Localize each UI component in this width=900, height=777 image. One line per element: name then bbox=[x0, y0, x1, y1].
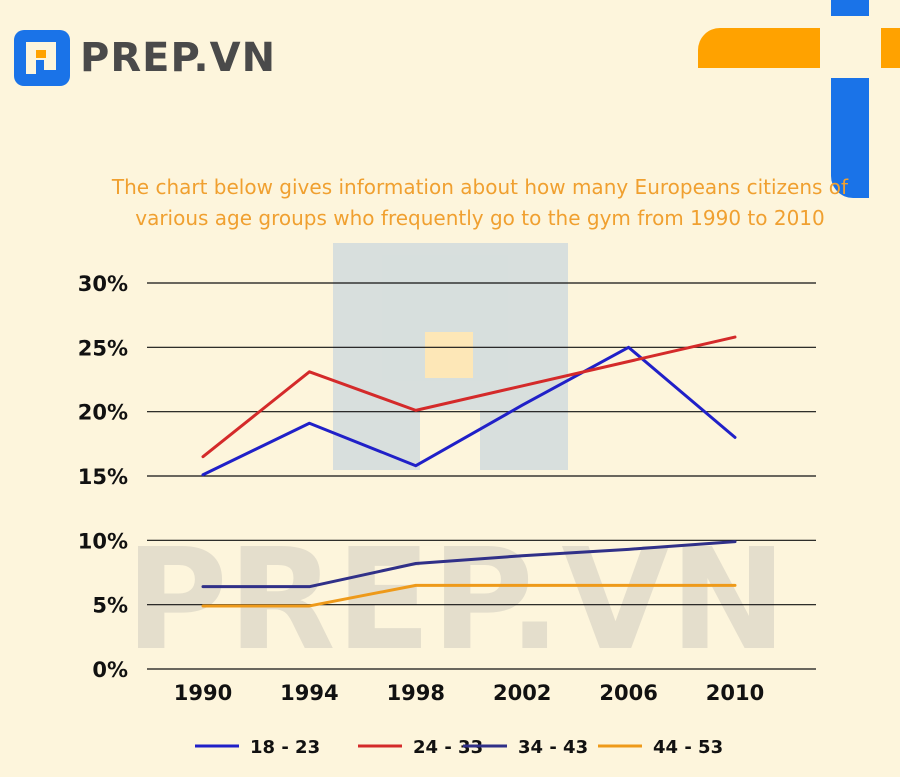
y-tick-label: 5% bbox=[92, 594, 128, 618]
y-axis-ticks: 0% 5% 10% 15% 20% 25% 30% bbox=[78, 272, 128, 682]
y-tick-label: 0% bbox=[92, 658, 128, 682]
decor-blue-bar bbox=[831, 78, 869, 198]
series-lines bbox=[201, 335, 737, 608]
y-tick-label: 30% bbox=[78, 272, 128, 296]
legend: 18 - 23 24 - 33 34 - 43 44 - 53 bbox=[195, 737, 723, 758]
series-line bbox=[201, 583, 737, 608]
series-line bbox=[201, 345, 737, 477]
legend-label: 18 - 23 bbox=[250, 737, 320, 758]
watermark-logo-icon bbox=[333, 243, 568, 470]
x-tick-label: 2010 bbox=[706, 681, 764, 705]
y-tick-label: 20% bbox=[78, 401, 128, 425]
x-axis-ticks: 1990 1994 1998 2002 2006 2010 bbox=[174, 681, 764, 705]
decor-orange-square bbox=[881, 28, 900, 68]
logo-text: PREP.VN bbox=[80, 35, 277, 81]
x-tick-label: 2006 bbox=[599, 681, 657, 705]
chart-title: The chart below gives information about … bbox=[111, 175, 849, 230]
y-tick-label: 25% bbox=[78, 336, 128, 360]
legend-label: 24 - 33 bbox=[413, 737, 483, 758]
x-tick-label: 1990 bbox=[174, 681, 232, 705]
legend-label: 44 - 53 bbox=[653, 737, 723, 758]
y-tick-label: 10% bbox=[78, 529, 128, 553]
x-tick-label: 2002 bbox=[493, 681, 551, 705]
x-tick-label: 1994 bbox=[280, 681, 338, 705]
x-tick-label: 1998 bbox=[387, 681, 445, 705]
series-line bbox=[201, 335, 737, 459]
y-tick-label: 15% bbox=[78, 465, 128, 489]
legend-label: 34 - 43 bbox=[518, 737, 588, 758]
series-line bbox=[201, 540, 737, 589]
decor-blue-block bbox=[831, 0, 869, 16]
watermark-text: PREP.VN bbox=[125, 519, 787, 682]
prep-logo-icon bbox=[14, 30, 70, 86]
decor-orange-bar bbox=[698, 28, 820, 68]
prep-logo: PREP.VN bbox=[14, 30, 276, 86]
